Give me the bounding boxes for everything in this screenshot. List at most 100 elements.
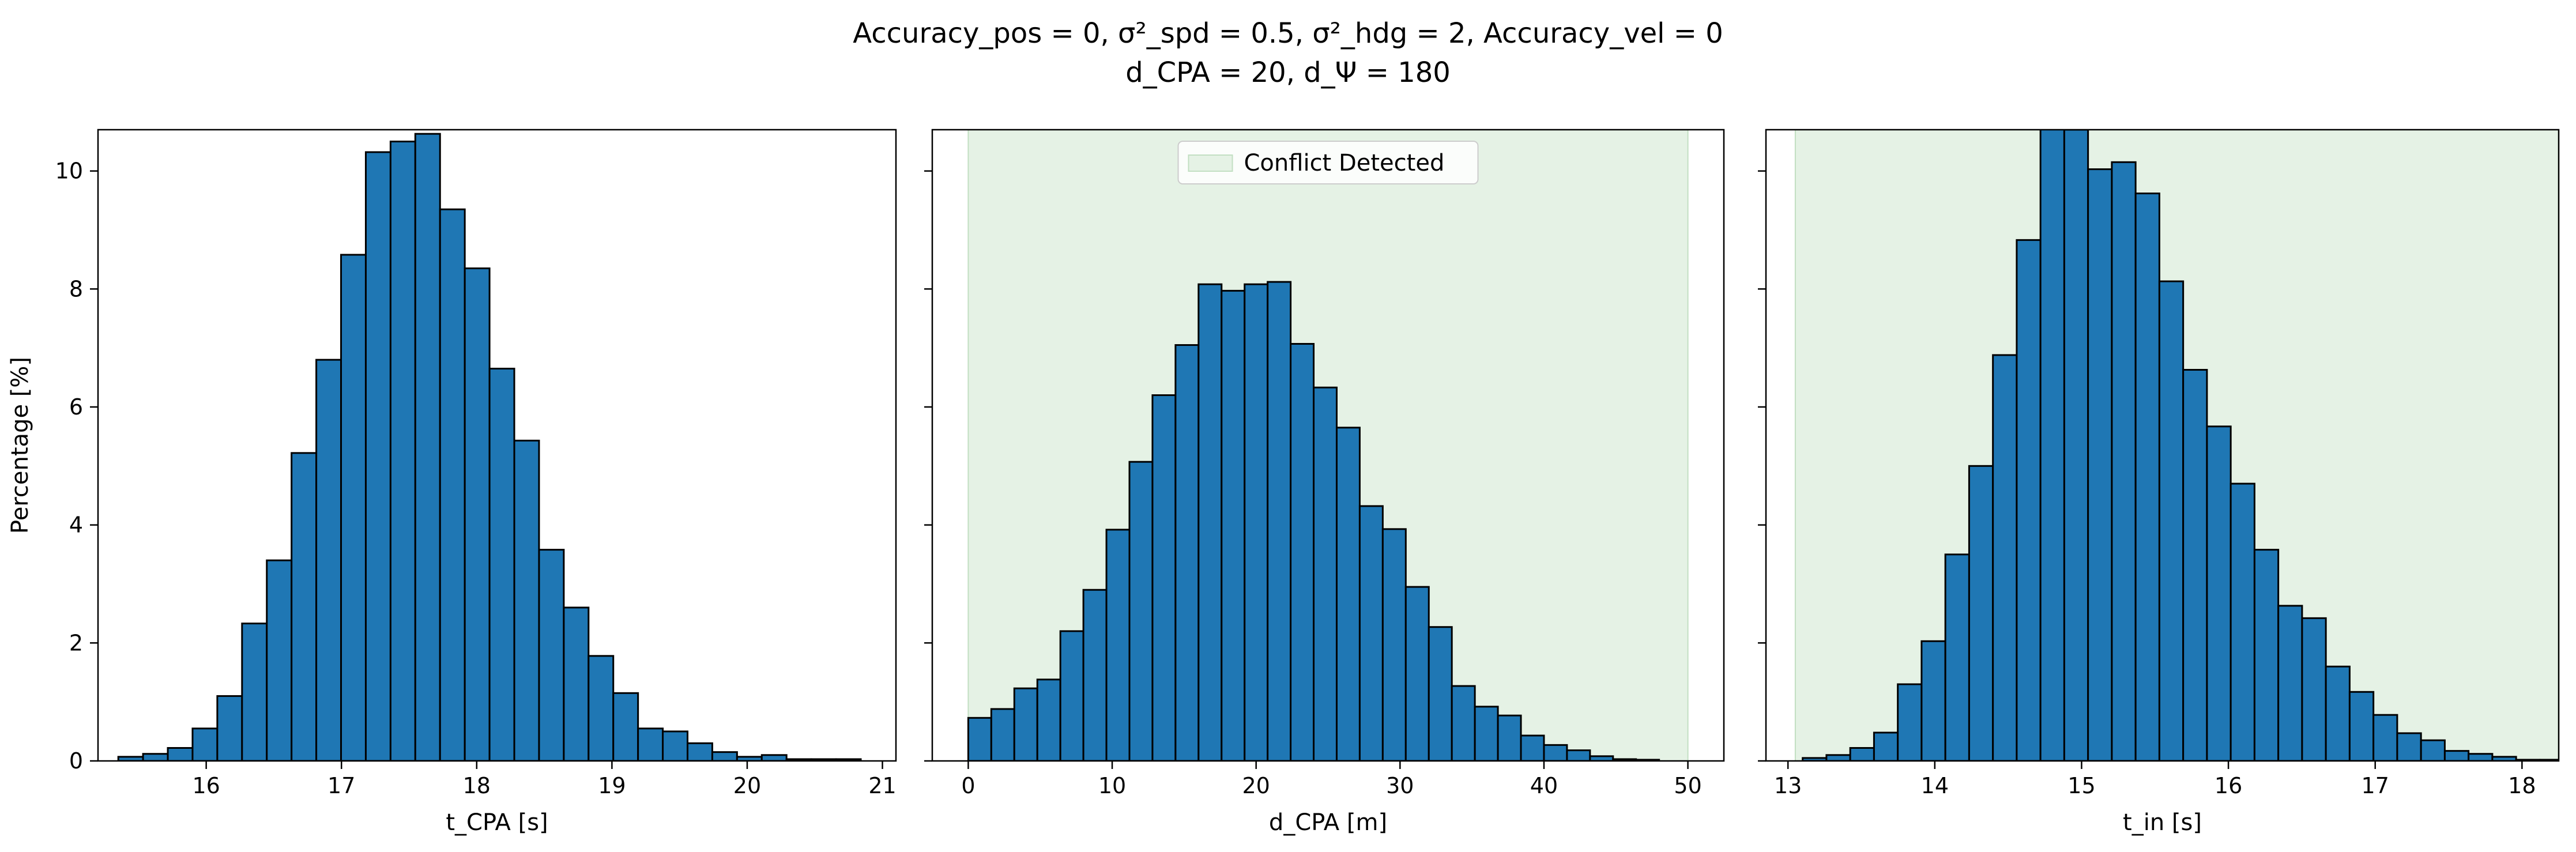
histogram-bar [1221, 289, 1246, 761]
histogram-bar [1873, 732, 1899, 761]
histogram-bar [1082, 589, 1108, 761]
histogram-bar [563, 606, 590, 761]
histogram-bar [2325, 665, 2351, 761]
histogram-bar [2277, 605, 2303, 761]
x-tick-label: 16 [2215, 773, 2242, 798]
histogram-bar [2134, 193, 2160, 761]
histogram-bar [1920, 640, 1946, 761]
histogram-bar [1566, 749, 1591, 761]
x-tick-label: 14 [1921, 773, 1949, 798]
panel-3: 13 14 15 16 17 18 t_in [s] [1758, 129, 2560, 836]
histogram-bar [1520, 734, 1545, 761]
legend-swatch [1188, 154, 1233, 172]
x-tick-label: 21 [868, 773, 896, 798]
histogram-bar [1335, 427, 1361, 761]
x-tick-label: 20 [1242, 773, 1270, 798]
x-tick-label: 13 [1774, 773, 1802, 798]
histogram-bar [1825, 754, 1851, 761]
panel-1: 16 17 18 19 20 21 0 2 4 6 8 10 t_CPA [s] Percentage [… [7, 129, 897, 836]
x-tick-label: 19 [598, 773, 626, 798]
histogram-bar [2253, 549, 2280, 761]
histogram-bar [1151, 394, 1177, 761]
x-axis-label: t_in [s] [2123, 809, 2202, 836]
histogram-bar [191, 727, 219, 761]
histogram-bar [389, 140, 416, 761]
histogram-bar [1474, 706, 1499, 761]
histogram-bar [1897, 683, 1923, 761]
histogram-bar [2206, 425, 2232, 761]
histogram-bar [488, 367, 515, 761]
histogram-bar [711, 751, 738, 761]
histogram-bar [1105, 529, 1131, 761]
histogram-bar [513, 439, 540, 761]
histogram-bar [662, 730, 689, 761]
y-tick-label: 0 [69, 748, 83, 774]
histogram-bar [2087, 168, 2113, 761]
histogram-bar [587, 655, 615, 761]
histogram-bar [2468, 753, 2494, 761]
histogram-bar [167, 747, 194, 761]
histogram-bar [464, 267, 491, 761]
histogram-bar [687, 742, 713, 761]
histogram-bar [2420, 739, 2446, 761]
histogram-bar [1128, 461, 1154, 761]
y-axis-label: Percentage [%] [7, 357, 33, 534]
histogram-bar [637, 727, 664, 761]
histogram-bar [2372, 714, 2398, 761]
axes-frame [97, 129, 897, 762]
histogram-bar [1968, 465, 1994, 761]
x-tick-label: 40 [1530, 773, 1558, 798]
histogram-bar [241, 623, 268, 761]
histogram-bar [1381, 528, 1407, 761]
histogram-bar [439, 208, 466, 761]
histogram-bar [2111, 161, 2137, 761]
histogram-bar [2443, 750, 2470, 761]
y-tick-label: 6 [69, 394, 83, 420]
histogram-bar [315, 359, 342, 761]
histogram-bar [967, 717, 992, 761]
histogram-bar [2301, 617, 2327, 761]
histogram-bar [1267, 281, 1292, 761]
histogram-bar [1290, 342, 1315, 761]
y-tick-label: 2 [69, 630, 83, 655]
plot-area [1794, 130, 2559, 761]
histogram-bar [216, 695, 243, 761]
histogram-bar [1174, 344, 1200, 761]
panels: 16 17 18 19 20 21 0 2 4 6 8 10 t_CPA [s] Percentage [… [7, 129, 2560, 836]
histogram-bar [1404, 586, 1430, 761]
plot-area [967, 130, 1689, 761]
histogram-bar [2158, 280, 2185, 761]
histogram-bar [760, 754, 788, 761]
figure-title-line1: Accuracy_pos = 0, σ²_spd = 0.5, σ²_hdg =… [853, 17, 1723, 50]
histogram-bar [538, 549, 565, 761]
histogram-bar [2016, 239, 2042, 761]
histogram-bar [142, 753, 169, 761]
legend-frame [1177, 141, 1479, 184]
x-tick-label: 30 [1386, 773, 1414, 798]
histogram-bar [1244, 283, 1269, 761]
histogram-bar [2348, 691, 2375, 761]
histogram-bar [835, 758, 862, 761]
histogram-bar [1313, 386, 1338, 761]
histogram-bar [1992, 354, 2018, 761]
histogram-bar [414, 133, 441, 761]
histogram-bar [1197, 283, 1223, 761]
histogram-bar [1849, 747, 1875, 761]
legend-label: Conflict Detected [1244, 150, 1445, 176]
histogram-bar [1543, 744, 1568, 761]
x-tick-label: 18 [2508, 773, 2536, 798]
histogram-bar [2039, 130, 2065, 761]
histogram-bar [1451, 685, 1476, 761]
axes-frame [1765, 129, 2560, 762]
histogram-bar [990, 708, 1015, 761]
legend: Conflict Detected [1177, 141, 1479, 184]
x-axis-label: t_CPA [s] [446, 809, 548, 836]
x-tick-label: 20 [733, 773, 761, 798]
x-tick-label: 17 [2362, 773, 2389, 798]
x-axis-label: d_CPA [m] [1269, 809, 1387, 836]
histogram-bar [340, 254, 367, 761]
histogram-bar [1497, 714, 1522, 761]
histogram-bar [1428, 626, 1453, 761]
axes-frame [931, 129, 1725, 762]
histogram-bar [612, 692, 639, 761]
